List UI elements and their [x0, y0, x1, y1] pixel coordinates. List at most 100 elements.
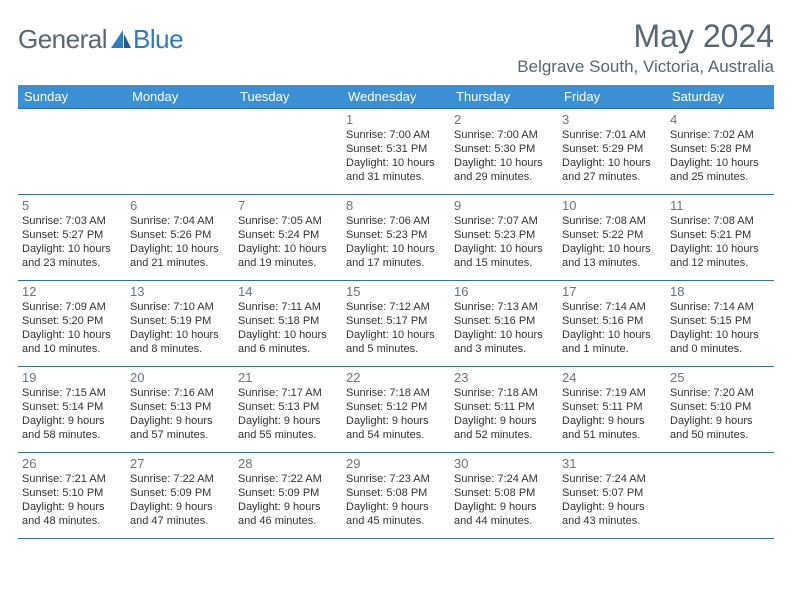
- daylight2-text: and 48 minutes.: [22, 515, 122, 529]
- daylight1-text: Daylight: 9 hours: [238, 415, 338, 429]
- sunset-text: Sunset: 5:28 PM: [670, 143, 770, 157]
- sunrise-text: Sunrise: 7:24 AM: [562, 473, 662, 487]
- day-cell: 27Sunrise: 7:22 AMSunset: 5:09 PMDayligh…: [126, 453, 234, 539]
- sunset-text: Sunset: 5:20 PM: [22, 315, 122, 329]
- daylight1-text: Daylight: 9 hours: [454, 415, 554, 429]
- sunrise-text: Sunrise: 7:14 AM: [562, 301, 662, 315]
- day-cell: 28Sunrise: 7:22 AMSunset: 5:09 PMDayligh…: [234, 453, 342, 539]
- day-cell: 10Sunrise: 7:08 AMSunset: 5:22 PMDayligh…: [558, 195, 666, 281]
- daylight1-text: Daylight: 10 hours: [670, 329, 770, 343]
- col-sunday: Sunday: [18, 85, 126, 109]
- sunset-text: Sunset: 5:24 PM: [238, 229, 338, 243]
- col-tuesday: Tuesday: [234, 85, 342, 109]
- day-number: 17: [562, 284, 662, 300]
- daylight2-text: and 55 minutes.: [238, 429, 338, 443]
- week-row: 26Sunrise: 7:21 AMSunset: 5:10 PMDayligh…: [18, 453, 774, 539]
- day-cell: 2Sunrise: 7:00 AMSunset: 5:30 PMDaylight…: [450, 109, 558, 195]
- brand-logo: General Blue: [18, 18, 183, 55]
- sunrise-text: Sunrise: 7:13 AM: [454, 301, 554, 315]
- day-cell: 4Sunrise: 7:02 AMSunset: 5:28 PMDaylight…: [666, 109, 774, 195]
- day-number: 3: [562, 112, 662, 128]
- daylight1-text: Daylight: 9 hours: [238, 501, 338, 515]
- location: Belgrave South, Victoria, Australia: [517, 57, 774, 77]
- day-number: 7: [238, 198, 338, 214]
- day-cell: [234, 109, 342, 195]
- calendar-table: Sunday Monday Tuesday Wednesday Thursday…: [18, 85, 774, 539]
- daylight2-text: and 15 minutes.: [454, 257, 554, 271]
- sunset-text: Sunset: 5:07 PM: [562, 487, 662, 501]
- daylight2-text: and 21 minutes.: [130, 257, 230, 271]
- daylight2-text: and 6 minutes.: [238, 343, 338, 357]
- daylight2-text: and 54 minutes.: [346, 429, 446, 443]
- day-number: 26: [22, 456, 122, 472]
- sunset-text: Sunset: 5:31 PM: [346, 143, 446, 157]
- sunset-text: Sunset: 5:16 PM: [562, 315, 662, 329]
- day-cell: 14Sunrise: 7:11 AMSunset: 5:18 PMDayligh…: [234, 281, 342, 367]
- day-number: 16: [454, 284, 554, 300]
- sunset-text: Sunset: 5:11 PM: [562, 401, 662, 415]
- sunrise-text: Sunrise: 7:24 AM: [454, 473, 554, 487]
- sunrise-text: Sunrise: 7:03 AM: [22, 215, 122, 229]
- sunrise-text: Sunrise: 7:15 AM: [22, 387, 122, 401]
- daylight1-text: Daylight: 9 hours: [454, 501, 554, 515]
- daylight2-text: and 44 minutes.: [454, 515, 554, 529]
- daylight2-text: and 31 minutes.: [346, 171, 446, 185]
- day-cell: 31Sunrise: 7:24 AMSunset: 5:07 PMDayligh…: [558, 453, 666, 539]
- day-cell: 18Sunrise: 7:14 AMSunset: 5:15 PMDayligh…: [666, 281, 774, 367]
- day-cell: 20Sunrise: 7:16 AMSunset: 5:13 PMDayligh…: [126, 367, 234, 453]
- day-number: 23: [454, 370, 554, 386]
- sunrise-text: Sunrise: 7:19 AM: [562, 387, 662, 401]
- sunrise-text: Sunrise: 7:06 AM: [346, 215, 446, 229]
- daylight1-text: Daylight: 10 hours: [454, 329, 554, 343]
- sunset-text: Sunset: 5:10 PM: [670, 401, 770, 415]
- sunrise-text: Sunrise: 7:12 AM: [346, 301, 446, 315]
- day-cell: 22Sunrise: 7:18 AMSunset: 5:12 PMDayligh…: [342, 367, 450, 453]
- day-cell: 16Sunrise: 7:13 AMSunset: 5:16 PMDayligh…: [450, 281, 558, 367]
- daylight2-text: and 52 minutes.: [454, 429, 554, 443]
- daylight1-text: Daylight: 10 hours: [346, 157, 446, 171]
- daylight2-text: and 27 minutes.: [562, 171, 662, 185]
- sunset-text: Sunset: 5:09 PM: [238, 487, 338, 501]
- sunset-text: Sunset: 5:29 PM: [562, 143, 662, 157]
- daylight1-text: Daylight: 9 hours: [22, 501, 122, 515]
- sunset-text: Sunset: 5:27 PM: [22, 229, 122, 243]
- sunset-text: Sunset: 5:17 PM: [346, 315, 446, 329]
- daylight2-text: and 43 minutes.: [562, 515, 662, 529]
- daylight2-text: and 58 minutes.: [22, 429, 122, 443]
- month-title: May 2024: [517, 18, 774, 55]
- day-cell: 23Sunrise: 7:18 AMSunset: 5:11 PMDayligh…: [450, 367, 558, 453]
- sunrise-text: Sunrise: 7:18 AM: [454, 387, 554, 401]
- sunrise-text: Sunrise: 7:01 AM: [562, 129, 662, 143]
- day-number: 6: [130, 198, 230, 214]
- title-block: May 2024 Belgrave South, Victoria, Austr…: [517, 18, 774, 77]
- day-number: 31: [562, 456, 662, 472]
- day-cell: 29Sunrise: 7:23 AMSunset: 5:08 PMDayligh…: [342, 453, 450, 539]
- sunset-text: Sunset: 5:18 PM: [238, 315, 338, 329]
- sunset-text: Sunset: 5:14 PM: [22, 401, 122, 415]
- header: General Blue May 2024 Belgrave South, Vi…: [18, 18, 774, 77]
- daylight2-text: and 29 minutes.: [454, 171, 554, 185]
- day-cell: 15Sunrise: 7:12 AMSunset: 5:17 PMDayligh…: [342, 281, 450, 367]
- day-number: 22: [346, 370, 446, 386]
- day-number: 20: [130, 370, 230, 386]
- day-cell: 26Sunrise: 7:21 AMSunset: 5:10 PMDayligh…: [18, 453, 126, 539]
- sunset-text: Sunset: 5:23 PM: [454, 229, 554, 243]
- sunset-text: Sunset: 5:15 PM: [670, 315, 770, 329]
- daylight1-text: Daylight: 10 hours: [238, 243, 338, 257]
- daylight1-text: Daylight: 9 hours: [562, 415, 662, 429]
- week-row: 1Sunrise: 7:00 AMSunset: 5:31 PMDaylight…: [18, 109, 774, 195]
- sunrise-text: Sunrise: 7:00 AM: [346, 129, 446, 143]
- day-header-row: Sunday Monday Tuesday Wednesday Thursday…: [18, 85, 774, 109]
- day-cell: [666, 453, 774, 539]
- daylight2-text: and 5 minutes.: [346, 343, 446, 357]
- week-row: 12Sunrise: 7:09 AMSunset: 5:20 PMDayligh…: [18, 281, 774, 367]
- day-number: 28: [238, 456, 338, 472]
- col-thursday: Thursday: [450, 85, 558, 109]
- sunset-text: Sunset: 5:08 PM: [346, 487, 446, 501]
- sunrise-text: Sunrise: 7:00 AM: [454, 129, 554, 143]
- sunset-text: Sunset: 5:19 PM: [130, 315, 230, 329]
- daylight1-text: Daylight: 9 hours: [346, 501, 446, 515]
- sunset-text: Sunset: 5:26 PM: [130, 229, 230, 243]
- day-cell: 11Sunrise: 7:08 AMSunset: 5:21 PMDayligh…: [666, 195, 774, 281]
- sunrise-text: Sunrise: 7:08 AM: [562, 215, 662, 229]
